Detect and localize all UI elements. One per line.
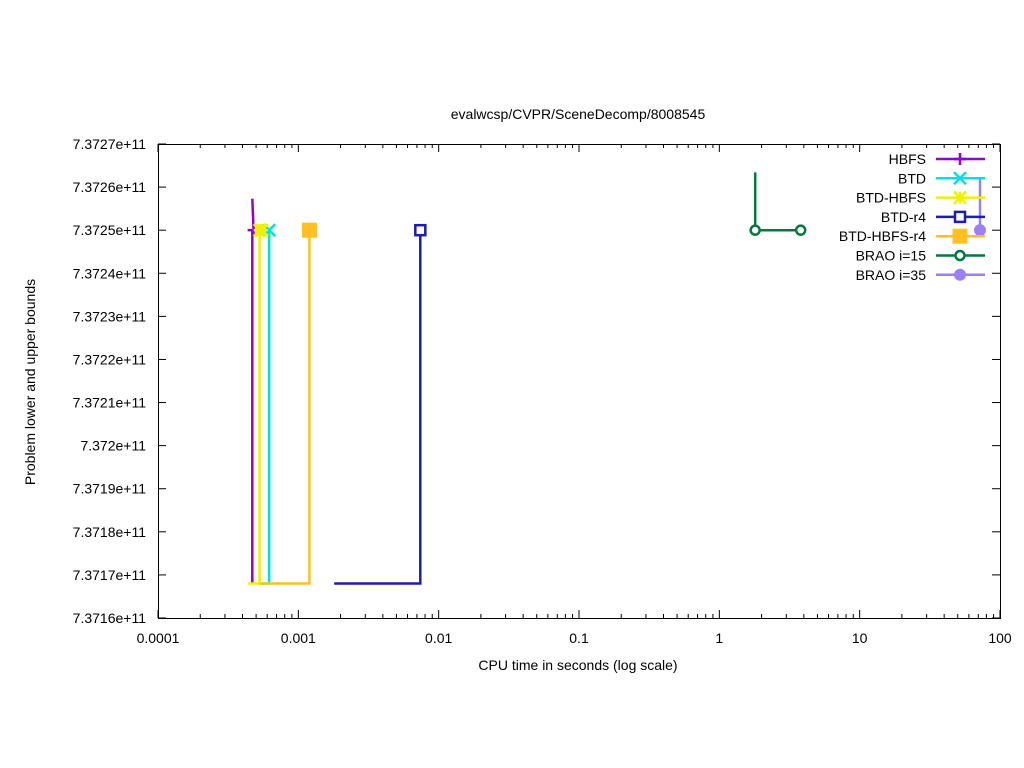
y-tick-label: 7.3721e+11 — [73, 395, 147, 411]
series-lower-line — [248, 230, 261, 585]
y-axis-label: Problem lower and upper bounds — [22, 279, 38, 485]
series-brao-i-15 — [749, 172, 807, 236]
series-btd-hbfs-r4 — [259, 222, 317, 585]
series-hbfs — [247, 198, 260, 584]
marker-x — [953, 171, 967, 186]
legend-label: BRAO i=35 — [856, 267, 927, 283]
marker-circle-open — [954, 249, 966, 262]
x-tick-label: 10 — [852, 630, 868, 646]
marker-circle-filled — [973, 224, 986, 237]
marker-asterisk — [255, 223, 269, 238]
axis-ticks: 0.0001 0.001 0.01 0.1 1 10 100 7.3716e+11 7.3717… — [73, 136, 1012, 646]
y-tick-label: 7.3718e+11 — [73, 524, 147, 540]
y-tick-label: 7.372e+11 — [80, 438, 146, 454]
legend-label: BTD — [898, 170, 926, 186]
y-tick-label: 7.3725e+11 — [73, 222, 147, 238]
marker-asterisk — [953, 190, 967, 205]
y-tick-label: 7.3726e+11 — [73, 179, 147, 195]
x-tick-label: 1 — [715, 630, 723, 646]
chart-title: evalwcsp/CVPR/SceneDecomp/8008545 — [451, 106, 706, 122]
marker-square-open — [414, 223, 427, 237]
y-tick-label: 7.3719e+11 — [73, 481, 147, 497]
legend: HBFS BTD BTD-HBFS BTD-r4 BTD-HBFS-r4 BRAO i=1… — [839, 151, 985, 283]
series-layer — [247, 172, 986, 585]
legend-label: BTD-HBFS — [856, 190, 926, 206]
legend-label: BRAO i=15 — [856, 248, 927, 264]
series-lower-line — [259, 230, 271, 585]
x-tick-label: 0.1 — [569, 630, 589, 646]
y-tick-label: 7.3723e+11 — [73, 308, 147, 324]
y-tick-label: 7.3727e+11 — [73, 136, 147, 152]
plot-frame — [158, 144, 1001, 619]
legend-label: BTD-HBFS-r4 — [839, 228, 926, 244]
series-brao-i-35 — [973, 178, 986, 237]
series-lower-line — [334, 230, 422, 585]
x-tick-label: 0.001 — [281, 630, 316, 646]
marker-square-open — [953, 210, 967, 224]
y-tick-label: 7.3716e+11 — [73, 610, 147, 626]
marker-plus — [954, 153, 966, 165]
legend-label: BTD-r4 — [881, 209, 926, 225]
legend-label: HBFS — [889, 151, 926, 167]
marker-circle-open — [794, 224, 807, 236]
series-btd — [259, 223, 277, 585]
x-axis-label: CPU time in seconds (log scale) — [478, 657, 677, 673]
y-tick-label: 7.3722e+11 — [73, 351, 147, 367]
y-tick-label: 7.3724e+11 — [73, 265, 147, 281]
series-btd-r4 — [334, 223, 427, 585]
series-lower-line — [259, 230, 311, 585]
marker-circle-open — [749, 224, 761, 236]
marker-square-filled — [952, 228, 968, 244]
x-tick-label: 0.01 — [425, 630, 452, 646]
x-tick-label: 0.0001 — [137, 630, 180, 646]
y-tick-label: 7.3717e+11 — [73, 567, 147, 583]
marker-square-filled — [301, 222, 317, 238]
x-tick-label: 100 — [988, 630, 1012, 646]
marker-circle-filled — [954, 268, 966, 281]
